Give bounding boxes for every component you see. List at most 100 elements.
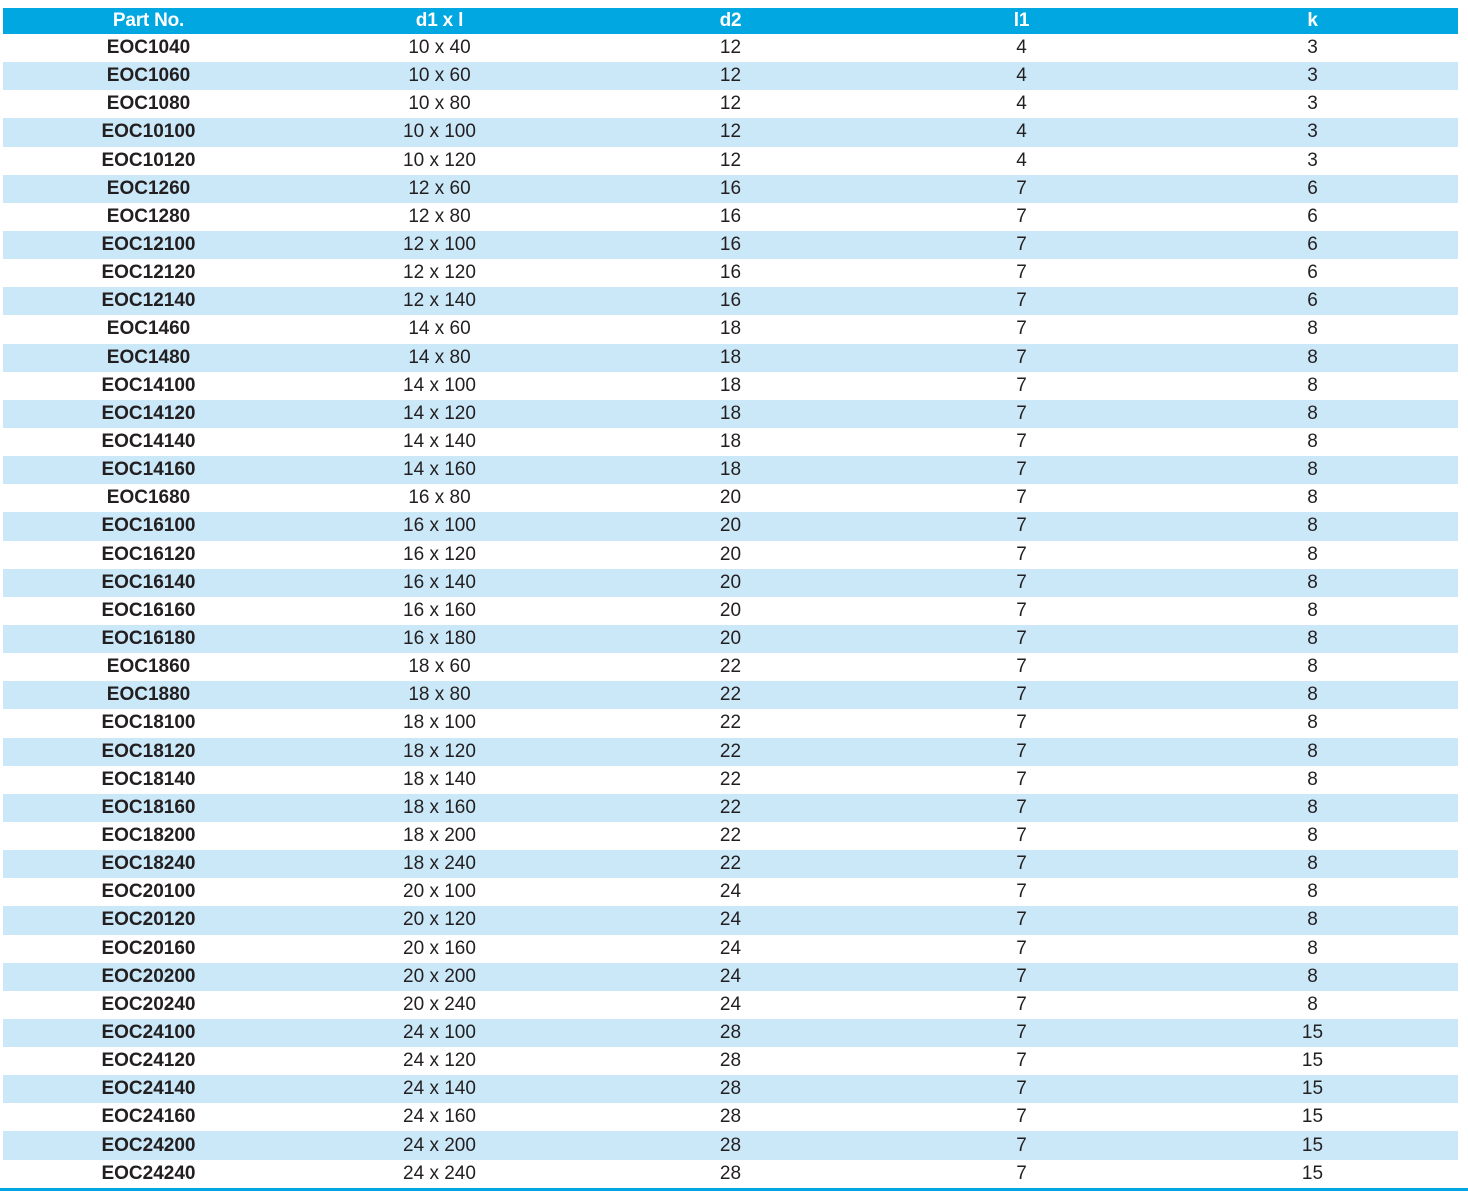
- d1xl-cell: 16 x 80: [408, 487, 471, 509]
- d2-cell: 28: [719, 1134, 742, 1156]
- k-cell: 8: [1307, 853, 1318, 875]
- k-cell: 8: [1307, 571, 1318, 593]
- d1xl-cell: 20 x 160: [403, 937, 476, 959]
- l1-cell: 7: [1016, 459, 1027, 481]
- part-no-cell: EOC18120: [101, 740, 196, 762]
- k-cell: 8: [1307, 431, 1318, 453]
- d1xl-cell: 12 x 120: [403, 262, 476, 284]
- d1xl-cell: 16 x 180: [403, 628, 476, 650]
- k-cell: 8: [1307, 937, 1318, 959]
- table-row: EOC1860 18 x 60 22 7 8: [3, 653, 1458, 681]
- table-row: EOC20240 20 x 240 24 7 8: [3, 991, 1458, 1019]
- k-cell: 8: [1307, 374, 1318, 396]
- l1-cell: 7: [1016, 881, 1027, 903]
- table-row: EOC12100 12 x 100 16 7 6: [3, 230, 1458, 260]
- table-row: EOC18200 18 x 200 22 7 8: [3, 822, 1458, 850]
- d2-cell: 22: [719, 740, 742, 762]
- d2-cell: 18: [719, 431, 742, 453]
- k-cell: 8: [1307, 825, 1318, 846]
- k-cell: 3: [1307, 37, 1318, 59]
- table-row: EOC20100 20 x 100 24 7 8: [3, 878, 1458, 906]
- d1xl-cell: 12 x 80: [408, 205, 471, 227]
- table-row: EOC18160 18 x 160 22 7 8: [3, 793, 1458, 822]
- l1-cell: 7: [1016, 628, 1027, 650]
- k-cell: 8: [1307, 965, 1318, 987]
- d2-cell: 12: [719, 93, 742, 115]
- l1-cell: 7: [1016, 1078, 1027, 1100]
- d2-cell: 18: [719, 459, 742, 481]
- part-no-cell: EOC24200: [101, 1134, 196, 1156]
- d2-cell: 28: [719, 1050, 742, 1072]
- d2-cell: 18: [719, 402, 742, 424]
- k-cell: 8: [1307, 684, 1318, 706]
- part-no-cell: EOC18200: [101, 825, 196, 846]
- k-cell: 15: [1301, 1106, 1324, 1128]
- k-cell: 8: [1307, 768, 1318, 790]
- k-cell: 8: [1307, 599, 1318, 621]
- d2-cell: 18: [719, 374, 742, 396]
- d1xl-cell: 14 x 80: [408, 346, 471, 368]
- d1xl-cell: 16 x 140: [403, 571, 476, 593]
- part-no-cell: EOC24240: [101, 1162, 196, 1184]
- l1-cell: 7: [1016, 374, 1027, 396]
- part-no-cell: EOC18140: [101, 768, 196, 790]
- l1-cell: 7: [1016, 656, 1027, 678]
- header-row: Part No. d1 x l d2 l1 k: [3, 8, 1458, 34]
- l1-cell: 7: [1016, 346, 1027, 368]
- d2-cell: 20: [719, 515, 742, 537]
- part-no-cell: EOC18100: [101, 712, 196, 734]
- l1-cell: 7: [1016, 543, 1027, 565]
- table-row: EOC14100 14 x 100 18 7 8: [3, 372, 1458, 400]
- d2-cell: 22: [719, 684, 742, 706]
- part-no-cell: EOC16100: [101, 515, 196, 537]
- table-row: EOC20120 20 x 120 24 7 8: [3, 906, 1458, 935]
- k-cell: 6: [1307, 262, 1318, 284]
- part-no-cell: EOC1880: [106, 684, 191, 706]
- l1-cell: 7: [1016, 487, 1027, 509]
- d1xl-cell: 18 x 240: [403, 853, 476, 875]
- part-no-cell: EOC1280: [106, 205, 191, 227]
- part-no-cell: EOC1480: [106, 346, 191, 368]
- l1-cell: 7: [1016, 1106, 1027, 1128]
- table-row: EOC24100 24 x 100 28 7 15: [3, 1018, 1458, 1048]
- column-header-k: k: [1167, 8, 1458, 34]
- l1-cell: 4: [1016, 121, 1027, 143]
- l1-cell: 7: [1016, 205, 1027, 227]
- k-cell: 8: [1307, 656, 1318, 678]
- part-no-cell: EOC12100: [101, 234, 196, 256]
- part-no-cell: EOC20240: [101, 993, 196, 1015]
- k-cell: 15: [1301, 1021, 1324, 1043]
- d2-cell: 22: [719, 768, 742, 790]
- k-cell: 8: [1307, 993, 1318, 1015]
- table-row: EOC1460 14 x 60 18 7 8: [3, 315, 1458, 343]
- part-no-cell: EOC1080: [106, 93, 191, 115]
- table-row: EOC24120 24 x 120 28 7 15: [3, 1047, 1458, 1075]
- l1-cell: 7: [1016, 796, 1027, 818]
- k-cell: 8: [1307, 459, 1318, 481]
- k-cell: 3: [1307, 65, 1318, 87]
- d1xl-cell: 24 x 140: [403, 1078, 476, 1100]
- table-row: EOC18100 18 x 100 22 7 8: [3, 709, 1458, 737]
- d2-cell: 28: [719, 1021, 742, 1043]
- l1-cell: 7: [1016, 937, 1027, 959]
- l1-cell: 4: [1016, 65, 1027, 87]
- l1-cell: 4: [1016, 37, 1027, 59]
- part-no-cell: EOC14160: [101, 459, 196, 481]
- d1xl-cell: 20 x 120: [403, 909, 476, 931]
- part-no-cell: EOC18160: [101, 796, 196, 818]
- table-row: EOC18120 18 x 120 22 7 8: [3, 737, 1458, 766]
- k-cell: 15: [1301, 1134, 1324, 1156]
- l1-cell: 7: [1016, 712, 1027, 734]
- column-header-part-no: Part No.: [3, 8, 294, 34]
- d1xl-cell: 24 x 100: [403, 1021, 476, 1043]
- part-no-cell: EOC24120: [101, 1050, 196, 1072]
- d1xl-cell: 14 x 120: [403, 402, 476, 424]
- part-no-cell: EOC14140: [101, 431, 196, 453]
- table-row: EOC20160 20 x 160 24 7 8: [3, 935, 1458, 963]
- d1xl-cell: 20 x 200: [403, 965, 476, 987]
- l1-cell: 4: [1016, 149, 1027, 171]
- part-no-cell: EOC10100: [101, 121, 196, 143]
- part-no-cell: EOC20120: [101, 909, 196, 931]
- table-row: EOC1080 10 x 80 12 4 3: [3, 90, 1458, 118]
- part-no-cell: EOC14100: [101, 374, 196, 396]
